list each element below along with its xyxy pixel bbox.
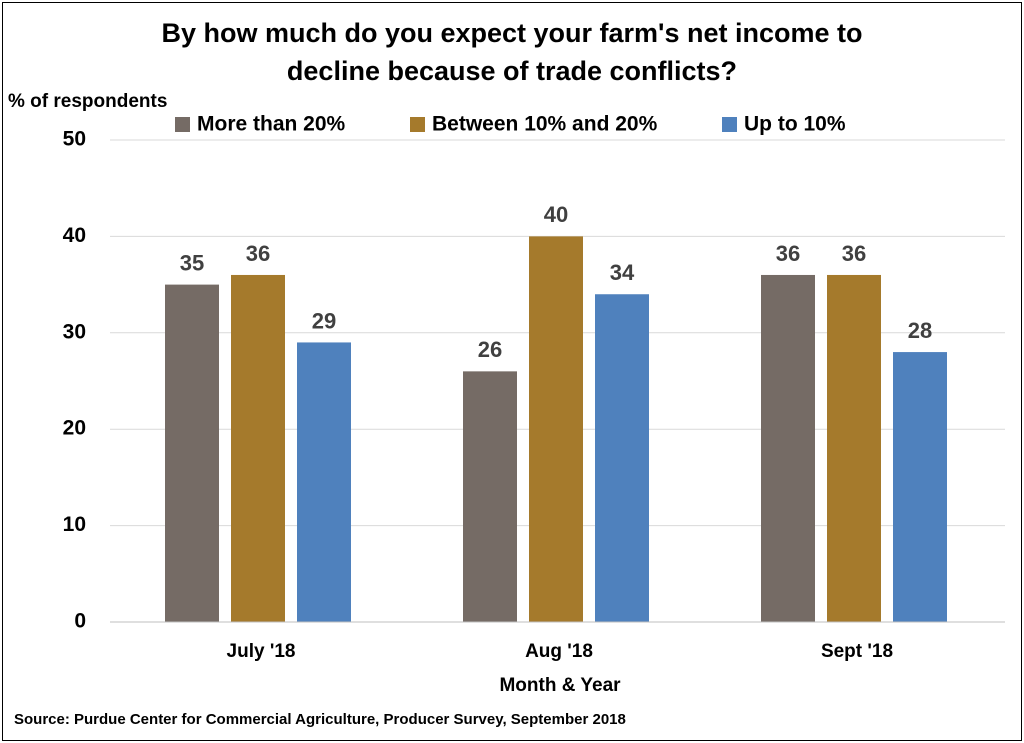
value-label: 28 bbox=[908, 318, 932, 343]
legend-swatch bbox=[722, 117, 737, 132]
value-label: 36 bbox=[776, 241, 800, 266]
bar bbox=[529, 236, 583, 622]
y-tick-label: 30 bbox=[63, 320, 86, 343]
y-tick-label: 40 bbox=[63, 224, 86, 247]
value-label: 40 bbox=[544, 202, 568, 227]
bar bbox=[297, 342, 351, 622]
bar bbox=[827, 274, 881, 622]
y-axis-label: % of respondents bbox=[8, 91, 167, 112]
bar bbox=[595, 294, 649, 622]
value-label: 36 bbox=[246, 241, 270, 266]
value-label: 26 bbox=[478, 337, 502, 362]
bar bbox=[463, 371, 517, 622]
legend-label: Between 10% and 20% bbox=[432, 113, 658, 136]
x-axis-label: Month & Year bbox=[499, 675, 621, 696]
x-tick-label: Aug '18 bbox=[525, 641, 593, 662]
legend-label: Up to 10% bbox=[744, 113, 846, 136]
y-tick-label: 20 bbox=[63, 417, 86, 440]
source-note: Source: Purdue Center for Commercial Agr… bbox=[14, 711, 626, 728]
legend-label: More than 20% bbox=[197, 113, 346, 136]
x-tick-label: Sept '18 bbox=[821, 641, 893, 662]
value-label: 36 bbox=[842, 241, 866, 266]
bar bbox=[231, 274, 285, 622]
bar bbox=[165, 284, 219, 622]
value-label: 29 bbox=[312, 308, 336, 333]
legend-swatch bbox=[410, 117, 425, 132]
chart-title: By how much do you expect your farm's ne… bbox=[161, 18, 863, 86]
bar bbox=[761, 274, 815, 622]
bar bbox=[893, 352, 947, 622]
y-tick-label: 50 bbox=[63, 128, 86, 151]
y-tick-label: 0 bbox=[74, 610, 86, 633]
value-label: 35 bbox=[180, 250, 204, 275]
y-tick-label: 10 bbox=[63, 513, 86, 536]
x-tick-label: July '18 bbox=[227, 641, 296, 662]
legend-swatch bbox=[175, 117, 190, 132]
value-label: 34 bbox=[610, 260, 635, 285]
